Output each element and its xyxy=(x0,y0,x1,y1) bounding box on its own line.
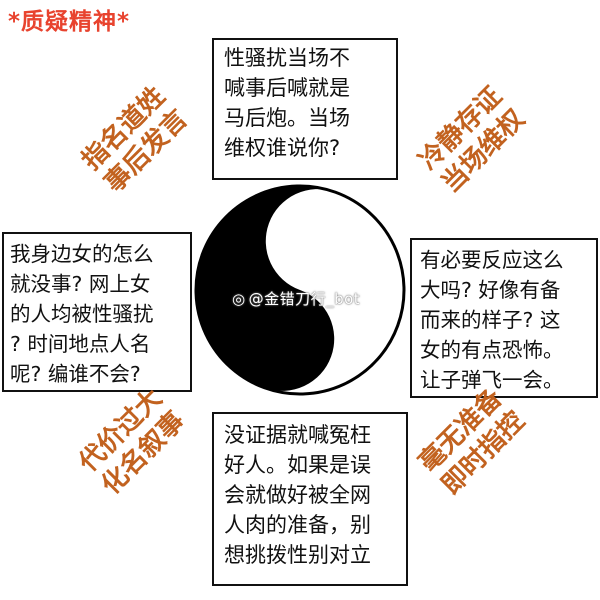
top-text-box: 性骚扰当场不 喊事后喊就是 马后炮。当场 维权谁说你? xyxy=(212,38,398,180)
weibo-icon: ◎ xyxy=(232,290,246,308)
weibo-watermark: ◎ @金错刀行_bot xyxy=(232,288,360,309)
diagonal-label-top-left: 指名道姓 事后发言 xyxy=(76,81,194,199)
left-text-box: 我身边女的怎么 就没事? 网上女 的人均被性骚扰 ? 时间地点人名 呢? 编谁不… xyxy=(2,232,192,392)
right-text-box: 有必要反应这么 大吗? 好像有备 而来的样子? 这 女的有点恐怖。 让子弹飞一会… xyxy=(410,238,598,398)
watermark-text: @金错刀行_bot xyxy=(248,290,361,308)
yin-yang-icon xyxy=(194,184,406,396)
diagonal-label-top-right: 冷静存证 当场维权 xyxy=(413,81,531,199)
diagram-title: *质疑精神* xyxy=(8,9,131,35)
bottom-text-box: 没证据就喊冤枉 好人。如果是误 会就做好被全网 人肉的准备，别 想挑拨性别对立 xyxy=(212,412,408,586)
